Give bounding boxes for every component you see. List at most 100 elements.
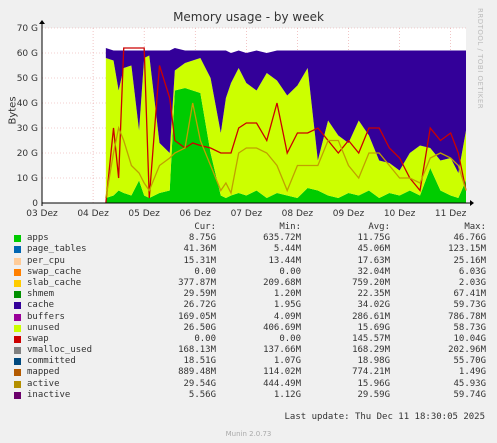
legend-row-committed: committed 18.51G 1.07G 18.98G 55.70G xyxy=(14,356,486,367)
rrdtool-watermark: RRDTOOL / TOBI OETIKER xyxy=(476,8,484,110)
legend-name: swap_cache xyxy=(27,266,82,277)
legend-swatch xyxy=(14,279,21,287)
legend-cur: 29.59M xyxy=(183,289,216,300)
legend-swatch xyxy=(14,369,21,377)
legend-row-swap: swap 0.00 0.00 145.57M 10.04G xyxy=(14,334,486,345)
legend-max: 25.16M xyxy=(453,255,486,266)
legend-avg: 32.04M xyxy=(357,266,390,277)
legend-swatch xyxy=(14,235,21,243)
legend-name: apps xyxy=(27,233,49,244)
y-tick-label: 20 G xyxy=(17,149,38,159)
legend-avg: 17.63M xyxy=(357,255,390,266)
legend-row-buffers: buffers 169.05M 4.09M 286.61M 786.78M xyxy=(14,312,486,323)
x-tick-label: 11 Dez xyxy=(435,209,467,219)
legend-max: 6.03G xyxy=(458,266,486,277)
legend-row-inactive: inactive 5.56G 1.12G 29.59G 59.74G xyxy=(14,390,486,401)
legend-max: 46.76G xyxy=(453,233,486,244)
legend-avg: 11.75G xyxy=(357,233,390,244)
legend-avg: 286.61M xyxy=(352,311,390,322)
y-tick-label: 70 G xyxy=(17,24,38,34)
legend-row-slab_cache: slab_cache 377.87M 209.68M 759.20M 2.03G xyxy=(14,278,486,289)
legend-swatch xyxy=(14,302,21,310)
legend-max: 202.96M xyxy=(448,345,486,356)
legend-min: 406.69M xyxy=(263,322,301,333)
legend-name: shmem xyxy=(27,289,55,300)
legend-name: page_tables xyxy=(27,244,87,255)
y-tick-label: 40 G xyxy=(17,99,38,109)
legend-swatch xyxy=(14,313,21,321)
line-active xyxy=(105,102,467,199)
legend-name: unused xyxy=(27,322,60,333)
legend-name: buffers xyxy=(27,311,65,322)
legend-cur: 26.50G xyxy=(183,322,216,333)
x-tick-label: 04 Dez xyxy=(77,209,109,219)
legend-avg: 15.69G xyxy=(357,322,390,333)
legend-cur: 29.54G xyxy=(183,378,216,389)
legend-name: cache xyxy=(27,300,55,311)
series-lines xyxy=(105,47,467,204)
line-swap xyxy=(105,47,467,204)
x-tick-label: 10 Dez xyxy=(384,209,416,219)
legend-avg: 168.29M xyxy=(352,345,390,356)
x-tick-label: 06 Dez xyxy=(179,209,211,219)
legend-row-unused: unused 26.50G 406.69M 15.69G 58.73G xyxy=(14,323,486,334)
legend-name: vmalloc_used xyxy=(27,345,93,356)
legend-swatch xyxy=(14,358,21,366)
col-min: Min: xyxy=(279,222,301,232)
x-ticks: 03 Dez 04 Dez 05 Dez 06 Dez 07 Dez 08 Dez 09 D… xyxy=(26,209,466,219)
legend-cur: 26.72G xyxy=(183,300,216,311)
legend-swatch xyxy=(14,391,21,399)
legend-name: committed xyxy=(27,356,76,367)
legend-avg: 22.35M xyxy=(357,289,390,300)
x-axis-arrow xyxy=(470,200,474,206)
legend-cur: 5.56G xyxy=(188,389,216,400)
legend-cur: 41.36M xyxy=(183,244,216,255)
legend-cur: 377.87M xyxy=(178,277,216,288)
legend-min: 13.44M xyxy=(268,255,301,266)
y-axis-arrow xyxy=(39,20,45,24)
legend-min: 137.66M xyxy=(263,345,301,356)
legend-row-per_cpu: per_cpu 15.31M 13.44M 17.63M 25.16M xyxy=(14,256,486,267)
legend-avg: 15.96G xyxy=(357,378,390,389)
legend-name: per_cpu xyxy=(27,255,65,266)
legend-min: 1.95G xyxy=(273,300,301,311)
y-ticks: 0 10 G 20 G 30 G 40 G 50 G 60 G 70 G xyxy=(17,24,39,209)
y-tick-label: 0 xyxy=(32,199,38,209)
legend-name: swap xyxy=(27,333,49,344)
legend-cur: 8.75G xyxy=(188,233,216,244)
legend-cur: 15.31M xyxy=(183,255,216,266)
memory-chart: 0 10 G 20 G 30 G 40 G 50 G 60 G 70 G 03 Dez 04 D… xyxy=(17,20,474,219)
last-update: Last update: Thu Dec 11 18:30:05 2025 xyxy=(284,412,485,422)
legend-cur: 889.48M xyxy=(178,367,216,378)
legend-rows: apps 8.75G 635.72M 11.75G 46.76G page_tables 4… xyxy=(14,233,486,401)
x-tick-label: 03 Dez xyxy=(26,209,58,219)
legend-swatch xyxy=(14,380,21,388)
col-max: Max: xyxy=(464,222,486,232)
col-avg: Avg: xyxy=(368,222,390,232)
legend-min: 1.20M xyxy=(273,289,301,300)
legend-avg: 18.98G xyxy=(357,356,390,367)
legend-min: 114.02M xyxy=(263,367,301,378)
legend-cur: 0.00 xyxy=(194,266,216,277)
chart-title: Memory usage - by week xyxy=(173,10,324,24)
legend-swatch xyxy=(14,347,21,355)
legend-min: 1.07G xyxy=(273,356,301,367)
legend-avg: 34.02G xyxy=(357,300,390,311)
y-tick-label: 50 G xyxy=(17,74,38,84)
legend-max: 10.04G xyxy=(453,333,486,344)
legend-max: 58.73G xyxy=(453,322,486,333)
legend-swatch xyxy=(14,291,21,299)
legend-min: 0.00 xyxy=(279,333,301,344)
y-tick-label: 60 G xyxy=(17,49,38,59)
legend-row-active: active 29.54G 444.49M 15.96G 45.93G xyxy=(14,379,486,390)
legend-max: 55.70G xyxy=(453,356,486,367)
legend-row-mapped: mapped 889.48M 114.02M 774.21M 1.49G xyxy=(14,367,486,378)
legend-avg: 774.21M xyxy=(352,367,390,378)
x-tick-label: 08 Dez xyxy=(282,209,314,219)
legend-name: active xyxy=(27,378,60,389)
legend-min: 4.09M xyxy=(273,311,301,322)
legend-row-cache: cache 26.72G 1.95G 34.02G 59.73G xyxy=(14,300,486,311)
y-tick-label: 30 G xyxy=(17,124,38,134)
y-tick-label: 10 G xyxy=(17,174,38,184)
legend-cur: 18.51G xyxy=(183,356,216,367)
